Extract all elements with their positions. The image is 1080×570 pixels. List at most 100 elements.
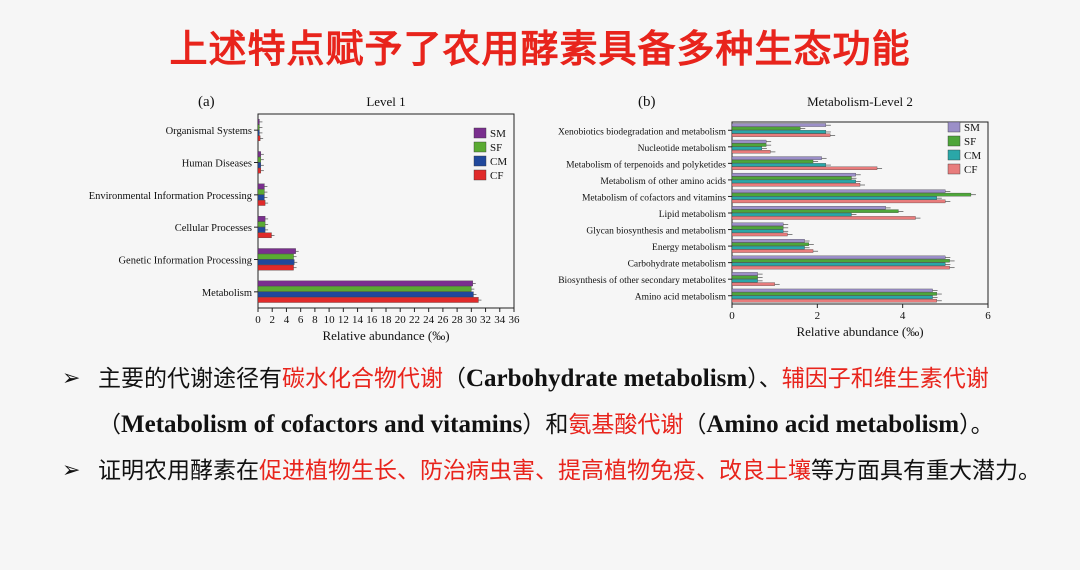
bullet-text: 证明农用酵素在促进植物生长、防治病虫害、提高植物免疫、改良土壤等方面具有重大潜力…	[98, 458, 1041, 484]
bar-SF	[731, 275, 758, 280]
bar-SF	[731, 209, 899, 213]
bar-CF	[257, 232, 272, 239]
legend-swatch-SF	[947, 135, 961, 147]
bar-CM	[257, 194, 265, 201]
legend-label-SF: SF	[964, 136, 976, 148]
bar-SF	[257, 156, 261, 163]
y-tick-label: Human Diseases	[182, 159, 252, 170]
x-tick-label: 0	[255, 314, 261, 326]
bar-SF	[731, 143, 767, 147]
y-tick-label: Carbohydrate metabolism	[628, 260, 727, 270]
bar-SM	[257, 216, 266, 222]
bar-SF	[731, 292, 937, 296]
panel-label: (a)	[198, 94, 215, 110]
bullet-text-part: 碳水化合物代谢	[282, 366, 443, 392]
bar-SF	[257, 189, 265, 195]
x-tick-label: 2	[815, 310, 821, 322]
bar-CF	[257, 135, 261, 142]
bar-SF	[731, 192, 972, 197]
bar-CM	[731, 279, 758, 283]
y-tick-label: Metabolism of cofactors and vitamins	[582, 192, 726, 203]
legend-swatch-CM	[473, 155, 487, 167]
bullet-item-1: ➢ 主要的代谢途径有碳水化合物代谢（Carbohydrate metabolis…	[62, 356, 1052, 448]
y-tick-label: Biosynthesis of other secondary metaboli…	[558, 275, 726, 286]
bar-CM	[731, 146, 763, 151]
bullet-text-part: 辅因子和维生素代谢	[781, 366, 989, 392]
bar-SF	[731, 259, 950, 263]
legend-swatch-CF	[473, 169, 487, 181]
bullet-text-part: Metabolism of cofactors and vitamins	[121, 411, 523, 438]
bar-CF	[731, 166, 878, 170]
x-tick-label: 12	[338, 314, 349, 326]
bullet-text-part: ）和	[522, 412, 569, 438]
bullet-text-part: 氨基酸代谢	[568, 412, 684, 438]
bullet-text-part: 等方面具有重大潜力。	[811, 458, 1041, 484]
y-tick-label: Nucleotide metabolism	[638, 144, 727, 154]
bullet-text-part: Amino acid metabolism	[706, 411, 960, 438]
bar-CF	[731, 282, 775, 286]
bar-CM	[731, 245, 805, 250]
bar-SM	[731, 239, 805, 243]
bar-CF	[731, 199, 946, 204]
bar-CM	[731, 130, 827, 134]
chart-level1: (a) Level 10 2 4 6 8 10 12 14 16 18 20 22 24 26 28 30 32 3…	[89, 94, 520, 343]
bullet-text-part: ）。	[959, 412, 994, 438]
y-tick-label: Lipid metabolism	[659, 210, 727, 220]
bar-CF	[257, 200, 266, 206]
y-tick-label: Amino acid metabolism	[635, 293, 727, 303]
bar-SM	[731, 156, 822, 160]
bar-CM	[731, 163, 827, 167]
x-tick-label: 8	[312, 314, 318, 326]
chart-title: Level 1	[366, 94, 405, 109]
x-tick-label: 18	[381, 314, 393, 326]
bullet-item-2: ➢ 证明农用酵素在促进植物生长、防治病虫害、提高植物免疫、改良土壤等方面具有重大…	[62, 448, 1052, 494]
y-tick-label: Organismal Systems	[166, 126, 252, 137]
x-tick-label: 2	[269, 314, 275, 326]
chart-title: Metabolism-Level 2	[807, 94, 913, 109]
bullet-text-part: ）、	[747, 366, 782, 392]
x-tick-label: 20	[395, 314, 407, 326]
x-tick-label: 34	[494, 314, 506, 326]
bar-SM	[257, 183, 265, 190]
bullet-text-part: 证明农用酵素在	[98, 458, 259, 484]
bullet-text-part: Carbohydrate metabolism	[466, 365, 748, 392]
y-tick-label: Genetic Information Processing	[118, 256, 252, 267]
legend-label-SM: SM	[964, 122, 980, 134]
y-tick-label: Metabolism of other amino acids	[600, 176, 726, 187]
bar-SM	[731, 139, 767, 144]
x-tick-label: 6	[985, 310, 991, 322]
bar-CF	[731, 265, 950, 270]
bar-CF	[731, 232, 788, 237]
bar-SM	[731, 172, 856, 177]
legend-swatch-CF	[947, 163, 961, 175]
bar-SM	[257, 248, 296, 254]
bar-SM	[731, 189, 946, 193]
bar-SM	[731, 206, 886, 210]
legend-label-CF: CF	[964, 164, 977, 176]
bar-CM	[257, 259, 295, 265]
y-tick-label: Environmental Information Processing	[89, 191, 253, 202]
bar-SF	[731, 176, 852, 180]
x-tick-label: 28	[452, 314, 464, 326]
bullet-text-part: （	[683, 412, 707, 438]
x-tick-label: 14	[352, 314, 364, 326]
legend-swatch-CM	[947, 149, 961, 161]
bar-CF	[731, 249, 814, 253]
bar-SM	[731, 272, 758, 276]
x-tick-label: 4	[900, 310, 906, 322]
bar-SM	[731, 222, 784, 227]
bullet-text-part: 主要的代谢途径有	[98, 366, 282, 392]
bar-SF	[731, 242, 809, 246]
arrow-bullet-icon: ➢	[62, 458, 81, 483]
bar-SM	[257, 119, 260, 125]
x-tick-label: 26	[437, 314, 449, 326]
bar-CM	[257, 291, 474, 298]
bullet-list: ➢ 主要的代谢途径有碳水化合物代谢 （ Carbohydrate metabolis…	[62, 356, 1052, 494]
bar-CM	[257, 162, 261, 168]
legend-label-SF: SF	[490, 142, 502, 154]
legend-label-CM: CM	[964, 150, 981, 162]
x-tick-label: 4	[284, 314, 290, 326]
bar-CM	[257, 130, 260, 136]
bar-CM	[731, 212, 852, 217]
bar-CF	[731, 150, 771, 154]
